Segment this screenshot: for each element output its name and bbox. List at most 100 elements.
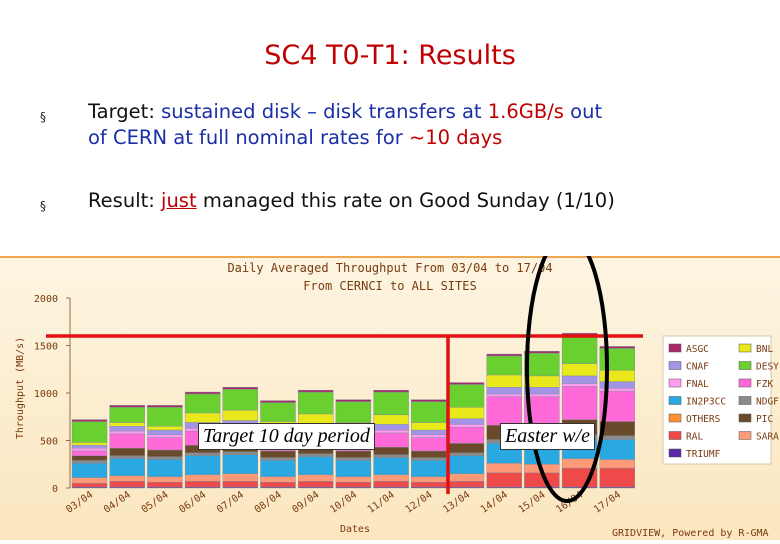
bar-segment (109, 475, 145, 482)
bar-segment (147, 459, 183, 477)
bar-segment (147, 426, 183, 431)
bar-segment (448, 407, 485, 419)
bar-segment (260, 450, 296, 458)
bar-segment (561, 383, 598, 387)
bar-segment (147, 476, 183, 483)
legend-label: NDGF (756, 397, 779, 408)
bar-segment (411, 482, 447, 488)
bar-segment (298, 474, 334, 482)
bar-segment (524, 375, 560, 388)
legend-label: CNAF (686, 362, 709, 373)
bar-segment (184, 412, 221, 423)
bar-segment (373, 424, 409, 431)
y-tick-label: 500 (40, 437, 58, 448)
bar-segment (184, 474, 221, 482)
bar-segment (71, 460, 108, 464)
bar-segment (448, 443, 485, 454)
bar-segment (147, 434, 183, 438)
bar-segment (260, 460, 296, 477)
bar-segment (260, 457, 296, 461)
bar-segment (411, 476, 447, 483)
bar-segment (486, 387, 522, 395)
bar-segment (222, 387, 259, 390)
bar-segment (411, 422, 447, 431)
legend-swatch (738, 413, 752, 423)
bar-segment (71, 421, 108, 443)
easter-label: Easter w/e (500, 423, 595, 450)
bar-segment (222, 473, 259, 482)
bar-segment (411, 460, 447, 477)
bar-segment (373, 457, 409, 475)
bar-segment (298, 481, 334, 488)
bar-segment (599, 346, 635, 349)
legend-label: FZK (756, 379, 773, 390)
bar-segment (109, 430, 145, 435)
y-tick-label: 2000 (34, 294, 58, 305)
legend-swatch (668, 431, 682, 440)
result-text: managed this rate on Good Sunday (1/10) (196, 189, 615, 212)
bar-segment (448, 481, 485, 488)
bar-segment (486, 463, 522, 474)
legend-swatch (738, 343, 752, 353)
bar-segment (373, 446, 409, 455)
bar-segment (335, 476, 372, 483)
bar-segment (524, 352, 560, 377)
y-tick-label: 0 (52, 484, 58, 495)
legend-swatch (668, 448, 682, 458)
bar-segment (411, 437, 447, 452)
bar-segment (71, 447, 108, 452)
bar-segment (524, 387, 560, 395)
bar-segment (184, 481, 221, 488)
bar-segment (109, 407, 145, 423)
bar-segment (222, 451, 259, 455)
target-text: sustained disk – disk transfers at (161, 100, 488, 123)
bar-segment (411, 434, 447, 438)
bar-segment (71, 455, 108, 461)
bar-segment (448, 424, 485, 428)
slide-title: SC4 T0-T1: Results (264, 40, 516, 71)
bar-segment (373, 474, 409, 482)
bar-segment (109, 422, 145, 427)
legend-swatch (738, 396, 752, 405)
legend-swatch (668, 343, 682, 353)
bar-segment (335, 401, 372, 423)
bar-segment (486, 472, 522, 488)
result-lead: Result: (88, 189, 162, 212)
bar-segment (184, 455, 221, 475)
legend-label: OTHERS (686, 414, 721, 425)
result-just: just (161, 189, 197, 212)
chart-footer: GRIDVIEW, Powered by R-GMA (612, 528, 769, 539)
target-text-out: out (563, 100, 603, 123)
legend-label: PIC (756, 414, 773, 425)
bar-segment (298, 453, 334, 457)
bar-segment (561, 375, 598, 384)
bar-segment (184, 391, 221, 395)
legend-label: BNL (756, 344, 773, 355)
bar-segment (147, 482, 183, 488)
bar-segment (373, 481, 409, 488)
bar-segment (109, 405, 145, 408)
bar-segment (561, 386, 598, 420)
legend-label: DESY (756, 362, 779, 373)
bar-segment (184, 393, 221, 414)
bar-segment (335, 482, 372, 488)
bar-segment (599, 467, 635, 488)
chart-title: Daily Averaged Throughput From 03/04 to … (227, 261, 552, 275)
bar-segment (109, 458, 145, 476)
target-period-label: Target 10 day period (198, 423, 375, 450)
legend-label: SARA (756, 432, 779, 443)
legend-swatch (668, 396, 682, 405)
bullet-marker: § (40, 199, 46, 213)
bar-segment (373, 432, 409, 448)
bar-segment (411, 399, 447, 402)
bar-segment (71, 463, 108, 478)
throughput-chart-panel: Daily Averaged Throughput From 03/04 to … (0, 233, 780, 540)
bar-segment (109, 426, 145, 432)
target-lead: Target: (88, 100, 162, 123)
bar-segment (222, 409, 259, 421)
bar-segment (109, 433, 145, 449)
bar-segment (260, 402, 296, 422)
legend-label: TRIUMF (686, 449, 721, 460)
bar-segment (599, 435, 635, 440)
bar-segment (335, 450, 372, 458)
